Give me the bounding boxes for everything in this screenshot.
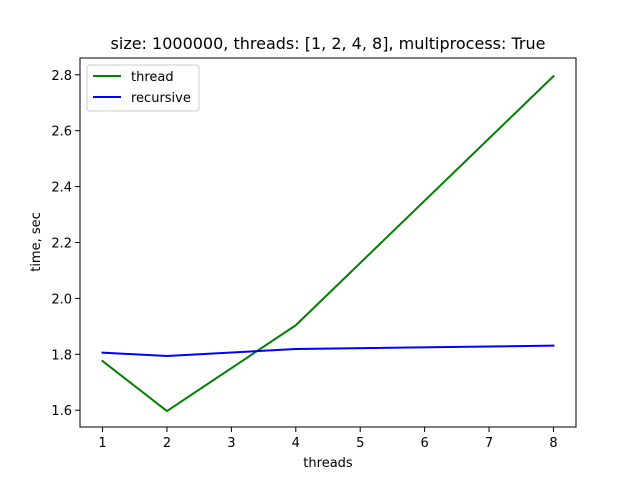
y-axis: 1.6 1.8 2.0 2.2 2.4 2.6 2.8 [51,69,80,419]
y-tick-label-5: 2.6 [51,125,72,140]
y-tick-label-1: 1.8 [51,348,72,363]
x-tick-label-5: 5 [356,436,364,451]
legend-label-thread: thread [131,70,174,85]
x-axis: 1 2 3 4 5 6 7 8 [98,427,558,451]
x-tick-label-6: 6 [420,436,428,451]
series-line-thread [101,74,555,413]
y-tick-label-3: 2.2 [51,237,72,252]
y-tick-label-6: 2.8 [51,69,72,84]
x-tick-label-1: 1 [98,436,106,451]
series-line-recursive [101,344,555,357]
x-tick-label-7: 7 [485,436,493,451]
chart-title: size: 1000000, threads: [1, 2, 4, 8], mu… [111,34,546,53]
x-tick-label-8: 8 [549,436,557,451]
y-tick-label-0: 1.6 [51,404,72,419]
x-tick-label-4: 4 [292,436,300,451]
y-tick-label-4: 2.4 [51,181,72,196]
x-tick-label-3: 3 [227,436,235,451]
x-tick-label-2: 2 [163,436,171,451]
y-axis-label: time, sec [29,212,44,272]
legend: thread recursive [86,64,200,112]
legend-label-recursive: recursive [131,91,191,106]
x-axis-label: threads [303,456,353,471]
y-tick-label-2: 2.0 [51,292,72,307]
series-layer [101,74,555,413]
